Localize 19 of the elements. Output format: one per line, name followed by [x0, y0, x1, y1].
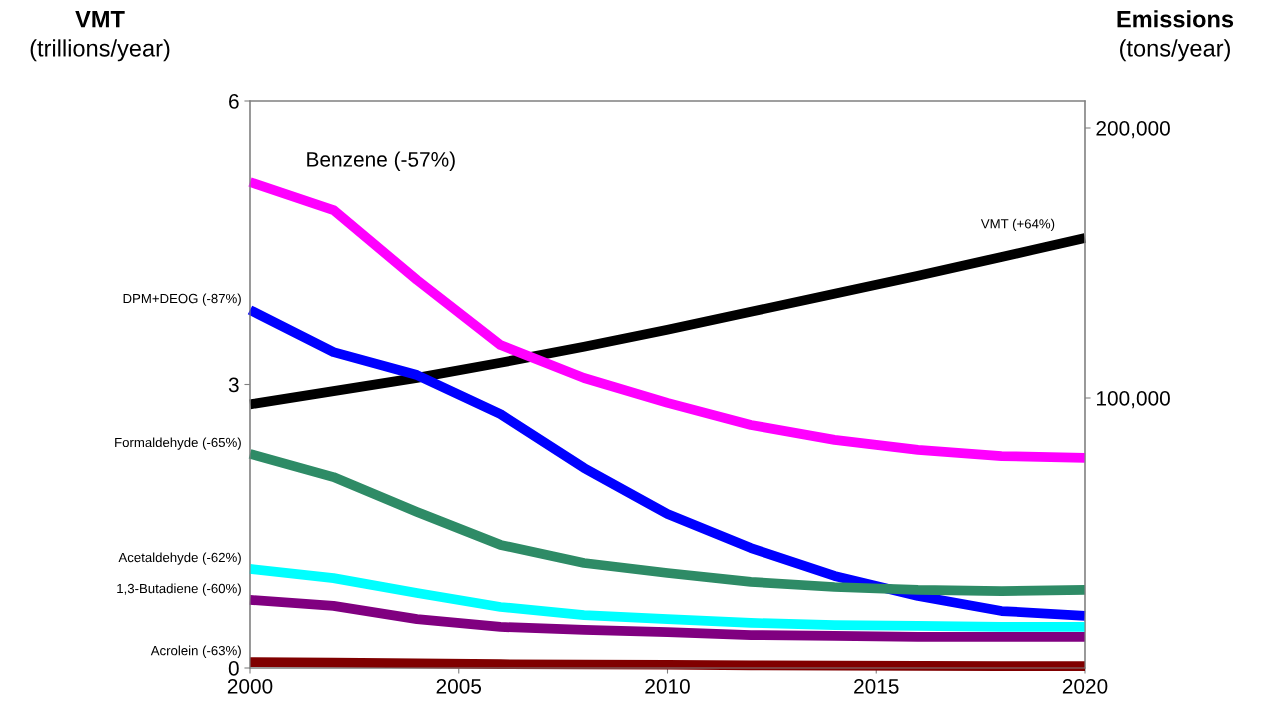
x-tick-label: 2020: [1062, 678, 1108, 694]
y2-tick-label: 100,000: [1097, 391, 1170, 409]
series-label: VMT (+64%): [980, 218, 1055, 232]
series-label: Acetaldehyde (-62%): [118, 552, 241, 565]
series-label: 1,3-Butadiene (-60%): [117, 583, 241, 596]
series-label: Benzene (-57%): [307, 151, 455, 171]
y2-axis-title: Emissions (tons/year): [1117, 10, 1234, 62]
y-tick-label: 6: [229, 94, 239, 109]
y-tick-label: 0: [228, 661, 239, 676]
y-tick-label: 3: [228, 377, 239, 393]
series-label: DPM+DEOG (-87%): [123, 293, 241, 306]
x-tick-label: 2000: [227, 678, 273, 694]
x-tick-label: 2005: [436, 678, 482, 694]
x-tick-label: 2015: [854, 678, 899, 694]
series-label: Formaldehyde (-65%): [115, 437, 241, 450]
y-axis-title: VMT (trillions/year): [30, 11, 170, 62]
series-label: Acrolein (-63%): [150, 645, 241, 658]
x-tick-label: 2010: [645, 678, 690, 694]
y2-tick-label: 200,000: [1096, 121, 1170, 139]
